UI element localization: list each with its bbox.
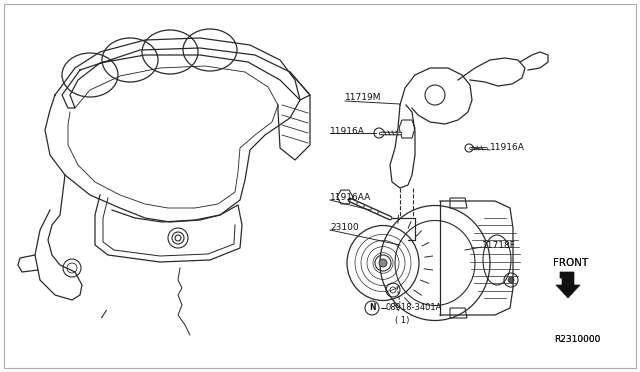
Text: 11916A: 11916A [330, 126, 365, 135]
Text: 11916A: 11916A [490, 144, 525, 153]
Text: ( 1): ( 1) [395, 315, 410, 324]
Text: R2310000: R2310000 [554, 336, 600, 344]
Text: FRONT: FRONT [553, 258, 588, 268]
Circle shape [379, 259, 387, 267]
Circle shape [508, 277, 514, 283]
Polygon shape [556, 272, 580, 298]
Text: 23100: 23100 [330, 224, 358, 232]
Text: 08918-3401A: 08918-3401A [386, 302, 442, 311]
Text: R2310000: R2310000 [554, 336, 600, 344]
Text: 11916AA: 11916AA [330, 193, 371, 202]
Text: N: N [369, 304, 375, 312]
Text: 11719M: 11719M [345, 93, 381, 102]
Text: FRONT: FRONT [553, 258, 588, 268]
Text: 11718F: 11718F [482, 241, 516, 250]
